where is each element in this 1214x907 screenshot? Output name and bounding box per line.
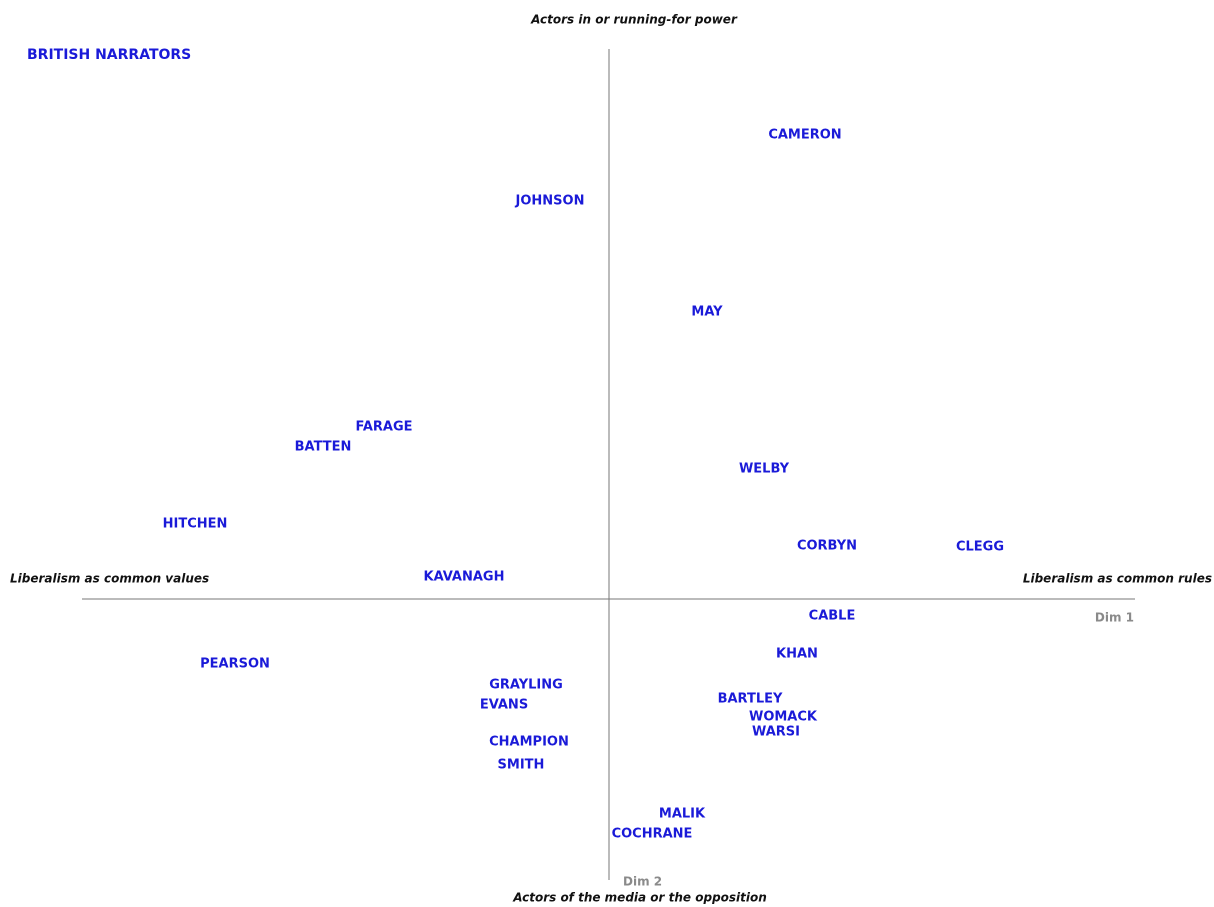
point-label: SMITH <box>498 758 545 773</box>
x-axis-name: Dim 1 <box>1095 611 1134 625</box>
point-label: EVANS <box>480 698 528 713</box>
point-label: CAMERON <box>768 128 841 143</box>
point-label: WARSI <box>752 725 800 740</box>
y-axis-bottom-label: Actors of the media or the opposition <box>512 891 767 905</box>
point-label: PEARSON <box>200 657 270 672</box>
point-label: MALIK <box>659 807 706 822</box>
point-label: FARAGE <box>355 420 412 435</box>
point-label: WELBY <box>739 462 790 477</box>
x-axis-right-label: Liberalism as common rules <box>1023 572 1212 586</box>
y-axis-top-label: Actors in or running-for power <box>530 13 738 27</box>
y-axis-name: Dim 2 <box>623 875 662 889</box>
point-label: CHAMPION <box>489 735 569 750</box>
point-label: KAVANAGH <box>424 570 505 585</box>
point-label: JOHNSON <box>515 194 585 209</box>
chart-title: BRITISH NARRATORS <box>27 47 191 63</box>
point-label: CORBYN <box>797 539 857 554</box>
point-label: CABLE <box>809 609 856 624</box>
point-label: KHAN <box>776 647 818 662</box>
point-label: WOMACK <box>749 710 818 725</box>
point-label: HITCHEN <box>163 517 228 532</box>
point-label: BATTEN <box>295 440 352 455</box>
point-label: BARTLEY <box>718 692 783 707</box>
point-label: CLEGG <box>956 540 1004 555</box>
point-label: COCHRANE <box>612 827 693 842</box>
x-axis-left-label: Liberalism as common values <box>10 572 209 586</box>
point-label: MAY <box>691 305 723 320</box>
point-label: GRAYLING <box>489 678 563 693</box>
